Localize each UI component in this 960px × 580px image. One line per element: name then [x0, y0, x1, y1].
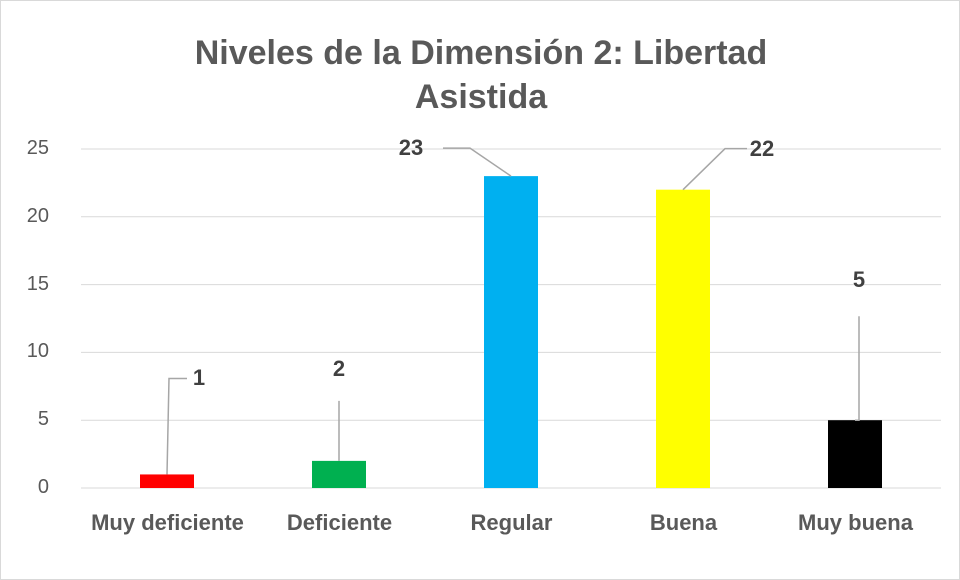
y-tick-label: 5: [37, 408, 49, 431]
leader-line: [443, 147, 512, 177]
data-label: 1: [192, 365, 206, 391]
x-tick-label: Muy deficiente: [91, 510, 244, 535]
data-label: 5: [852, 267, 866, 293]
bar: [484, 176, 538, 488]
y-tick-label: 0: [37, 476, 49, 498]
data-label: 2: [332, 355, 346, 381]
leader-line: [855, 316, 860, 421]
bar: [312, 460, 366, 488]
y-tick-label: 25: [26, 137, 49, 159]
x-tick-label: Deficiente: [286, 510, 393, 535]
x-tick-label: Regular: [470, 510, 553, 535]
y-tick-label: 15: [26, 272, 49, 295]
y-tick-label: 20: [26, 204, 49, 227]
data-label: 22: [749, 135, 775, 161]
data-label: 23: [398, 135, 424, 161]
bar: [656, 189, 710, 488]
x-tick-label: Muy buena: [798, 510, 913, 535]
leader-line: [682, 147, 747, 191]
y-tick-label: 10: [26, 340, 49, 363]
bar: [828, 420, 882, 488]
x-tick-label: Buena: [649, 510, 718, 535]
chart-title: Niveles de la Dimensión 2: Libertad Asis…: [194, 34, 768, 116]
leader-line: [166, 377, 187, 475]
bar: [140, 474, 194, 488]
